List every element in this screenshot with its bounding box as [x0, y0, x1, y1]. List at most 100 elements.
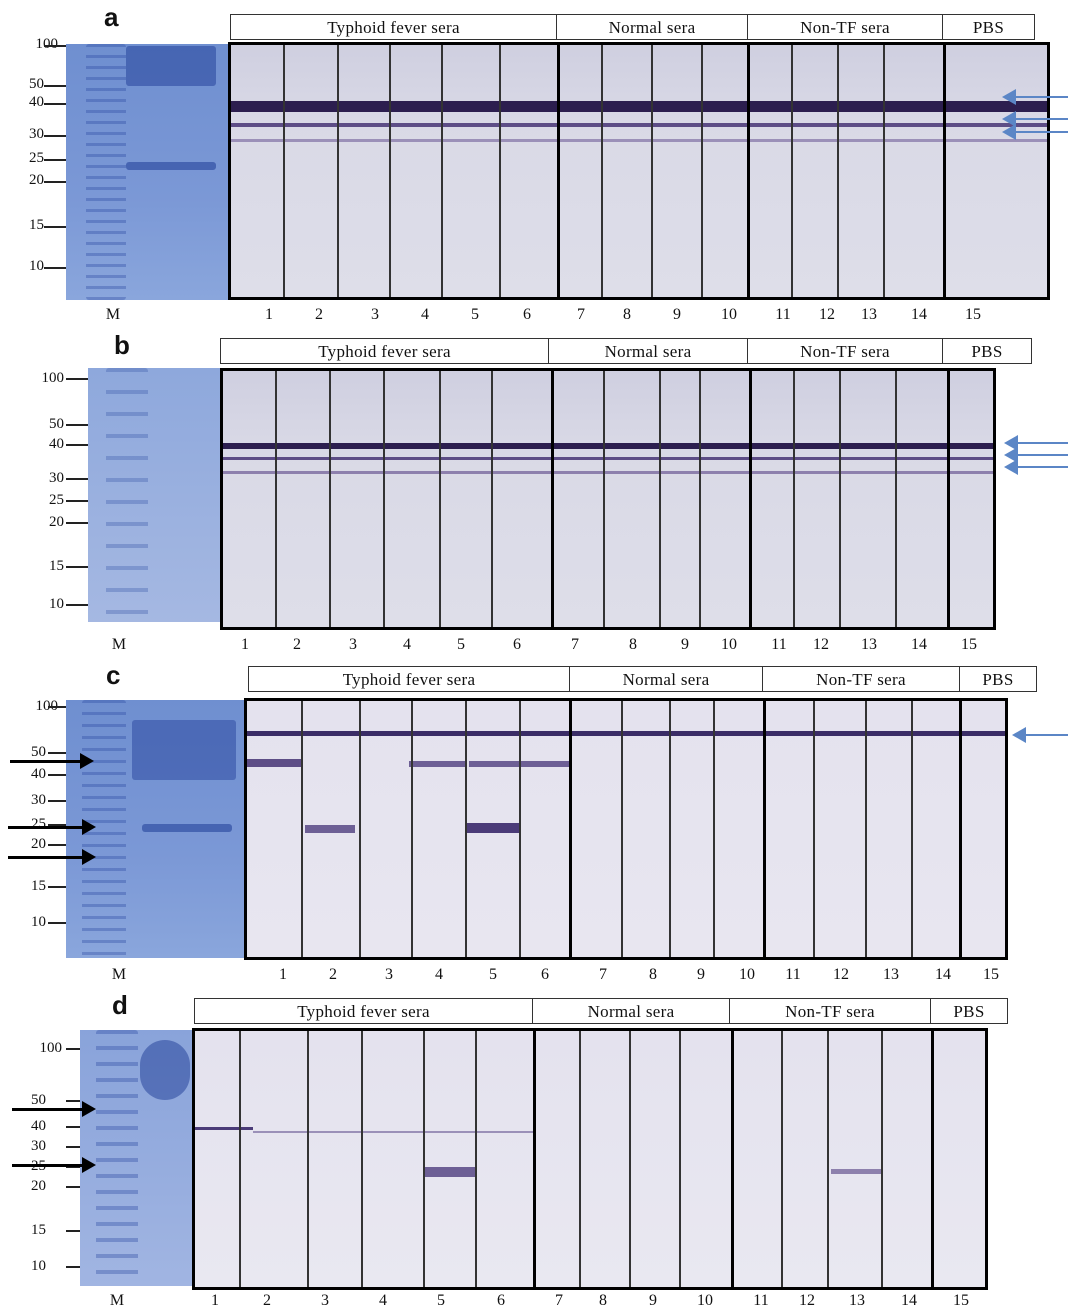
mw-tick — [44, 103, 66, 105]
lane-label: 7 — [577, 306, 585, 323]
panel-letter: d — [112, 990, 128, 1020]
mw-tick — [48, 706, 70, 708]
lane-label: 8 — [629, 636, 637, 653]
mw-tick — [66, 1166, 88, 1168]
mw-tick — [48, 800, 70, 802]
mw-10: 10 — [31, 1258, 46, 1274]
mw-10: 10 — [29, 258, 44, 274]
mw-tick — [66, 444, 88, 446]
lane-label: 12 — [813, 636, 829, 653]
lane-label: 11 — [753, 1292, 769, 1309]
lane-label: 14 — [911, 306, 927, 323]
lane-label: 5 — [489, 966, 497, 983]
marker-label: M — [109, 1292, 125, 1309]
arrow-right-icon — [12, 1157, 96, 1173]
mw-10: 10 — [31, 914, 46, 930]
lane-label: 3 — [371, 306, 379, 323]
mw-tick — [44, 226, 66, 228]
arrow-right-icon — [12, 1101, 96, 1117]
arrow-left-icon — [1004, 435, 1068, 451]
mw-tick — [66, 1048, 88, 1050]
lane-label: 14 — [911, 636, 927, 653]
panel-letter: a — [104, 2, 119, 32]
panel-c: c Typhoid fever sera Normal sera Non-TF … — [0, 660, 1073, 990]
lane-label: 14 — [901, 1292, 917, 1309]
lane-label: 11 — [785, 966, 801, 983]
mw-30: 30 — [29, 126, 44, 142]
sds-gel-image — [66, 44, 228, 300]
lane-label: 13 — [883, 966, 899, 983]
lane-label: 6 — [497, 1292, 505, 1309]
header-nontf: Non-TF sera — [762, 666, 960, 692]
lane-label: 7 — [571, 636, 579, 653]
mw-40: 40 — [49, 436, 64, 452]
lane-label: 9 — [681, 636, 689, 653]
mw-tick — [44, 135, 66, 137]
lane-label: 13 — [849, 1292, 865, 1309]
mw-tick — [44, 159, 66, 161]
lane-label: 3 — [385, 966, 393, 983]
lane-label: 4 — [435, 966, 443, 983]
arrow-left-icon — [1012, 727, 1068, 743]
mw-15: 15 — [29, 217, 44, 233]
band-medium — [231, 123, 1047, 127]
lane-label: 15 — [965, 306, 981, 323]
lane-label: 10 — [739, 966, 755, 983]
header-typhoid: Typhoid fever sera — [194, 998, 533, 1024]
lane-label: 10 — [721, 306, 737, 323]
mw-50: 50 — [31, 744, 46, 760]
header-nontf: Non-TF sera — [729, 998, 931, 1024]
western-blot — [228, 42, 1050, 300]
lane-label: 8 — [649, 966, 657, 983]
arrow-left-icon — [1002, 89, 1068, 105]
header-pbs: PBS — [942, 338, 1032, 364]
lane-label: 12 — [819, 306, 835, 323]
band-strong — [223, 443, 993, 449]
header-normal: Normal sera — [532, 998, 730, 1024]
lane-label: 6 — [523, 306, 531, 323]
lane-label: 5 — [471, 306, 479, 323]
lane-label: 15 — [961, 636, 977, 653]
mw-tick — [44, 45, 66, 47]
lane-label: 1 — [279, 966, 287, 983]
lane-label: 9 — [697, 966, 705, 983]
band-strong — [231, 101, 1047, 112]
mw-tick — [48, 752, 70, 754]
mw-50: 50 — [49, 416, 64, 432]
mw-tick — [44, 267, 66, 269]
marker-label: M — [111, 966, 127, 983]
lane-label: 6 — [541, 966, 549, 983]
mw-tick — [66, 1126, 88, 1128]
mw-15: 15 — [49, 558, 64, 574]
mw-tick — [66, 522, 88, 524]
band-light — [231, 139, 1047, 142]
lane-label: 3 — [349, 636, 357, 653]
lane-label: 8 — [623, 306, 631, 323]
header-typhoid: Typhoid fever sera — [248, 666, 570, 692]
mw-25: 25 — [29, 150, 44, 166]
lane-label: 9 — [649, 1292, 657, 1309]
mw-tick — [44, 181, 66, 183]
header-typhoid: Typhoid fever sera — [230, 14, 557, 40]
panel-b: b Typhoid fever sera Normal sera Non-TF … — [0, 330, 1073, 660]
mw-tick — [66, 1100, 88, 1102]
lane-label: 13 — [861, 306, 877, 323]
mw-tick — [48, 824, 70, 826]
band-light — [223, 471, 993, 474]
mw-40: 40 — [31, 1118, 46, 1134]
lane-label: 2 — [329, 966, 337, 983]
arrow-left-icon — [1004, 459, 1068, 475]
lane-label: 13 — [861, 636, 877, 653]
lane-label: 12 — [833, 966, 849, 983]
panel-d: d Typhoid fever sera Normal sera Non-TF … — [0, 990, 1073, 1312]
lane-label: 7 — [599, 966, 607, 983]
mw-tick — [66, 1230, 88, 1232]
lane-label: 15 — [983, 966, 999, 983]
lane-label: 1 — [211, 1292, 219, 1309]
lane-label: 5 — [437, 1292, 445, 1309]
arrow-right-icon — [8, 849, 96, 865]
lane-label: 2 — [293, 636, 301, 653]
lane-label: 12 — [799, 1292, 815, 1309]
header-pbs: PBS — [942, 14, 1035, 40]
mw-tick — [66, 424, 88, 426]
